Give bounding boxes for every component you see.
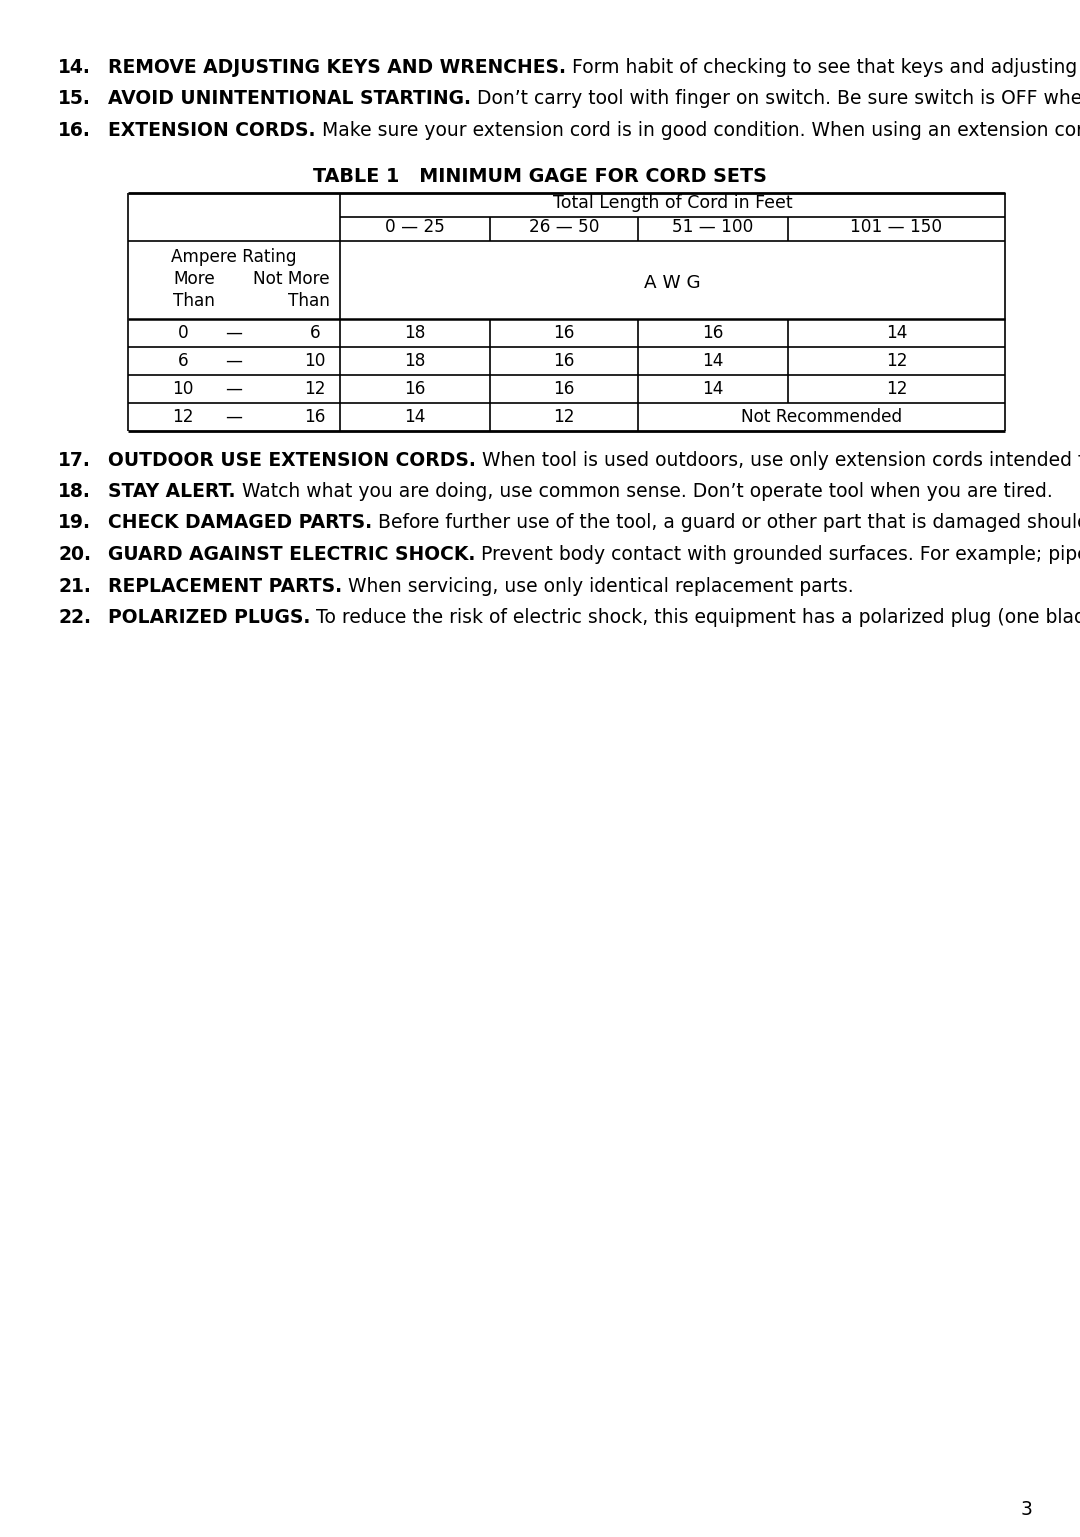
- Text: 18: 18: [404, 352, 426, 369]
- Text: 19.: 19.: [58, 513, 91, 532]
- Text: Ampere Rating: Ampere Rating: [172, 249, 297, 266]
- Text: 14.: 14.: [58, 58, 91, 77]
- Text: Prevent body contact with grounded surfaces. For example; pipes, radiators, rang: Prevent body contact with grounded surfa…: [475, 546, 1080, 564]
- Text: 6: 6: [310, 323, 321, 341]
- Text: 12: 12: [305, 380, 326, 398]
- Text: 12: 12: [886, 352, 907, 369]
- Text: GUARD AGAINST ELECTRIC SHOCK.: GUARD AGAINST ELECTRIC SHOCK.: [108, 546, 475, 564]
- Text: 101 — 150: 101 — 150: [850, 218, 943, 237]
- Text: More: More: [173, 271, 215, 289]
- Text: OUTDOOR USE EXTENSION CORDS.: OUTDOOR USE EXTENSION CORDS.: [108, 450, 476, 469]
- Text: To reduce the risk of electric shock, this equipment has a polarized plug (one b: To reduce the risk of electric shock, th…: [310, 609, 1080, 627]
- Text: Than: Than: [288, 292, 330, 310]
- Text: 10: 10: [172, 380, 193, 398]
- Text: 16: 16: [404, 380, 426, 398]
- Text: 0: 0: [177, 323, 188, 341]
- Text: 16: 16: [702, 323, 724, 341]
- Text: 12: 12: [172, 407, 193, 426]
- Text: Total Length of Cord in Feet: Total Length of Cord in Feet: [553, 195, 793, 212]
- Text: 15.: 15.: [58, 89, 91, 109]
- Text: 18: 18: [404, 323, 426, 341]
- Text: 14: 14: [702, 352, 724, 369]
- Text: 16: 16: [305, 407, 326, 426]
- Text: —: —: [226, 323, 243, 341]
- Text: 0 — 25: 0 — 25: [386, 218, 445, 237]
- Text: AVOID UNINTENTIONAL STARTING.: AVOID UNINTENTIONAL STARTING.: [108, 89, 471, 109]
- Text: Than: Than: [173, 292, 215, 310]
- Text: Watch what you are doing, use common sense. Don’t operate tool when you are tire: Watch what you are doing, use common sen…: [235, 483, 1052, 501]
- Text: 26 — 50: 26 — 50: [529, 218, 599, 237]
- Text: When servicing, use only identical replacement parts.: When servicing, use only identical repla…: [342, 576, 854, 595]
- Text: 51 — 100: 51 — 100: [673, 218, 754, 237]
- Text: —: —: [226, 407, 243, 426]
- Text: Form habit of checking to see that keys and adjusting wrenches are removed from : Form habit of checking to see that keys …: [566, 58, 1080, 77]
- Text: —: —: [226, 352, 243, 369]
- Text: 12: 12: [553, 407, 575, 426]
- Text: A W G: A W G: [644, 274, 701, 292]
- Text: CHECK DAMAGED PARTS.: CHECK DAMAGED PARTS.: [108, 513, 373, 532]
- Text: STAY ALERT.: STAY ALERT.: [108, 483, 235, 501]
- Text: REPLACEMENT PARTS.: REPLACEMENT PARTS.: [108, 576, 342, 595]
- Text: 16: 16: [553, 323, 575, 341]
- Text: 22.: 22.: [58, 609, 91, 627]
- Text: 3: 3: [1021, 1500, 1032, 1519]
- Text: 10: 10: [305, 352, 326, 369]
- Text: 21.: 21.: [58, 576, 91, 595]
- Text: 18.: 18.: [58, 483, 91, 501]
- Text: 16: 16: [553, 380, 575, 398]
- Text: 16.: 16.: [58, 121, 91, 140]
- Text: 16: 16: [553, 352, 575, 369]
- Text: TABLE 1   MINIMUM GAGE FOR CORD SETS: TABLE 1 MINIMUM GAGE FOR CORD SETS: [313, 166, 767, 186]
- Text: —: —: [226, 380, 243, 398]
- Text: 6: 6: [178, 352, 188, 369]
- Text: EXTENSION CORDS.: EXTENSION CORDS.: [108, 121, 315, 140]
- Text: Before further use of the tool, a guard or other part that is damaged should be : Before further use of the tool, a guard …: [373, 513, 1080, 532]
- Text: 17.: 17.: [58, 450, 91, 469]
- Text: 12: 12: [886, 380, 907, 398]
- Text: Don’t carry tool with finger on switch. Be sure switch is OFF when plugging in.: Don’t carry tool with finger on switch. …: [471, 89, 1080, 109]
- Text: Not Recommended: Not Recommended: [741, 407, 902, 426]
- Text: 14: 14: [404, 407, 426, 426]
- Text: REMOVE ADJUSTING KEYS AND WRENCHES.: REMOVE ADJUSTING KEYS AND WRENCHES.: [108, 58, 566, 77]
- Text: 14: 14: [702, 380, 724, 398]
- Text: When tool is used outdoors, use only extension cords intended for use outdoors a: When tool is used outdoors, use only ext…: [476, 450, 1080, 469]
- Text: Not More: Not More: [254, 271, 330, 289]
- Text: POLARIZED PLUGS.: POLARIZED PLUGS.: [108, 609, 310, 627]
- Text: 20.: 20.: [58, 546, 91, 564]
- Text: 14: 14: [886, 323, 907, 341]
- Text: Make sure your extension cord is in good condition. When using an extension cord: Make sure your extension cord is in good…: [315, 121, 1080, 140]
